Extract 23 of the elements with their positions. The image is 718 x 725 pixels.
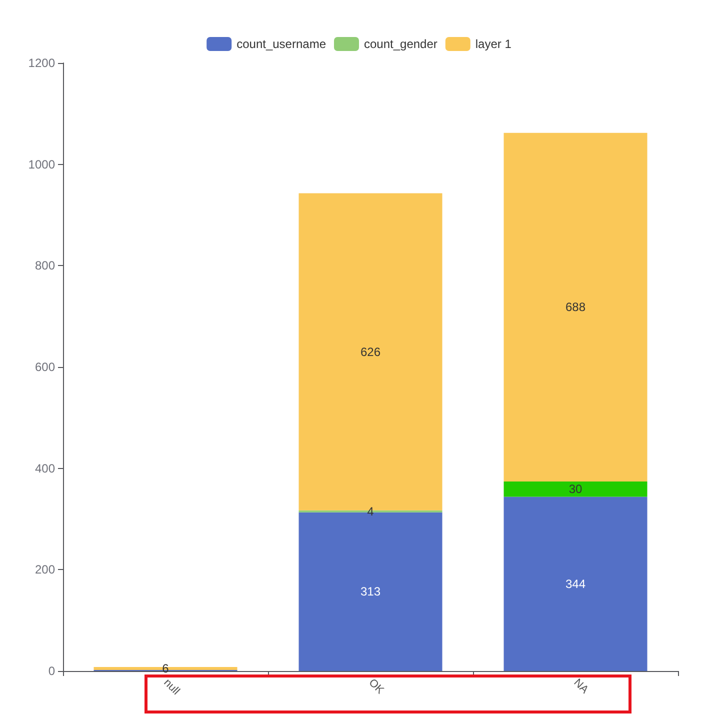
y-tick-label: 1200: [28, 56, 56, 70]
data-label: 30: [568, 482, 582, 496]
y-tick-label: 800: [34, 258, 56, 273]
data-label: 344: [565, 576, 586, 591]
data-label: 6: [162, 661, 170, 676]
bar: [504, 496, 648, 671]
x-tick-label: OK: [366, 676, 386, 697]
x-tick-label: NA: [571, 676, 592, 697]
data-label: 4: [367, 504, 374, 518]
legend-label: count_username: [236, 37, 326, 51]
bar: [504, 482, 648, 497]
data-label: 626: [360, 344, 381, 359]
y-tick-label: 400: [34, 461, 56, 476]
y-tick-label: 200: [34, 562, 56, 577]
y-tick-label: 600: [34, 360, 56, 374]
data-label: 688: [565, 300, 586, 314]
bar: [504, 132, 648, 482]
y-tick-label: 0: [48, 664, 56, 678]
data-label: 313: [360, 584, 381, 599]
legend-label: layer 1: [475, 37, 512, 51]
x-tick-label: null: [161, 676, 182, 698]
legend-label: count_gender: [364, 37, 438, 51]
y-tick-label: 1000: [28, 157, 56, 172]
